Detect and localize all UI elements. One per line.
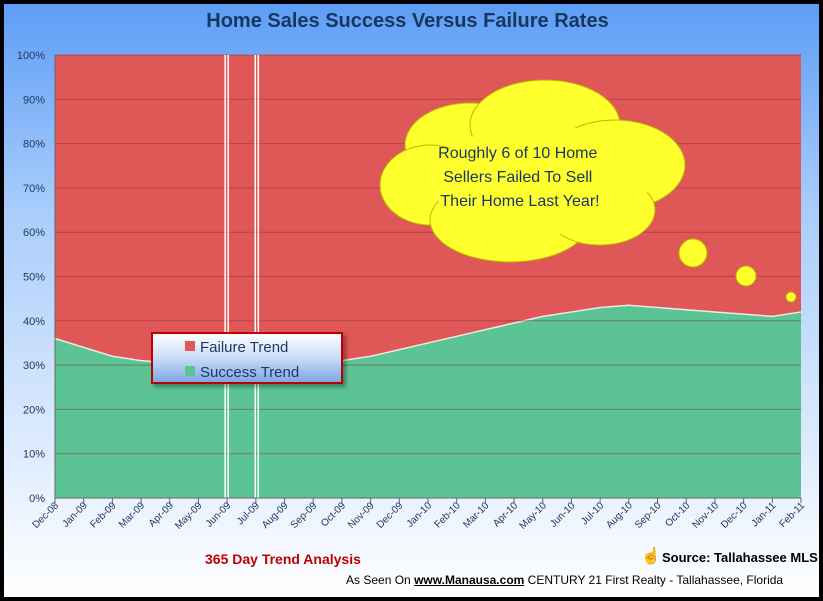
x-tick-label: Oct-09 bbox=[319, 500, 348, 529]
x-tick-label: Mar-10 bbox=[461, 500, 491, 530]
x-tick-label: Nov-10 bbox=[690, 500, 721, 531]
footer-suffix: CENTURY 21 First Realty - Tallahassee, F… bbox=[527, 573, 784, 587]
x-tick-label: Nov-09 bbox=[346, 500, 377, 531]
legend-item-failure: Failure Trend bbox=[185, 339, 288, 356]
callout-line-3: Their Home Last Year! bbox=[440, 193, 599, 210]
y-tick-label: 20% bbox=[23, 404, 45, 416]
x-tick-label: Dec-09 bbox=[375, 500, 406, 531]
legend-label-failure: Failure Trend bbox=[200, 339, 288, 356]
x-tick-label: Jun-10 bbox=[548, 500, 578, 530]
y-axis: 0% 10% 20% 30% 40% 50% 60% 70% 80% 90% 100% bbox=[17, 50, 56, 505]
x-tick-label: Jan-09 bbox=[60, 500, 90, 530]
y-tick-label: 30% bbox=[23, 360, 45, 372]
x-tick-label: Sep-10 bbox=[633, 500, 664, 531]
x-tick-label: Sep-09 bbox=[289, 500, 320, 531]
chart-title: Home Sales Success Versus Failure Rates bbox=[206, 10, 609, 32]
x-tick-label: Jun-09 bbox=[204, 500, 234, 530]
legend-item-success: Success Trend bbox=[185, 364, 299, 381]
y-tick-label: 60% bbox=[23, 227, 45, 239]
y-tick-label: 50% bbox=[23, 272, 45, 284]
callout-line-1: Roughly 6 of 10 Home bbox=[438, 145, 597, 162]
y-tick-label: 90% bbox=[23, 94, 45, 106]
svg-text:Roughly 6 of 10 Home Sel: Roughly 6 of 10 Home Sellers Failed To S… bbox=[438, 145, 602, 210]
x-tick-label: Apr-09 bbox=[147, 500, 176, 529]
y-tick-label: 40% bbox=[23, 316, 45, 328]
x-tick-label: Jul-09 bbox=[235, 500, 262, 527]
legend: Failure Trend Success Trend bbox=[151, 332, 343, 384]
x-tick-label: May-09 bbox=[173, 500, 205, 532]
source-label: Source: Tallahassee MLS bbox=[662, 550, 818, 565]
x-tick-label: Feb-11 bbox=[777, 500, 807, 530]
chart-svg: 0% 10% 20% 30% 40% 50% 60% 70% 80% 90% 100% Dec-08… bbox=[17, 50, 808, 532]
callout-line-2: Sellers Failed To Sell bbox=[443, 169, 592, 186]
x-tick-label: Mar-09 bbox=[117, 500, 147, 530]
chart-subtitle: 365 Day Trend Analysis bbox=[205, 551, 361, 567]
hand-pointer-icon: ☝ bbox=[641, 548, 661, 565]
success-trend-area bbox=[55, 305, 801, 498]
y-tick-label: 0% bbox=[29, 493, 45, 505]
footer-link[interactable]: www.Manausa.com bbox=[414, 573, 525, 587]
y-tick-label: 10% bbox=[23, 449, 45, 461]
x-tick-label: Aug-10 bbox=[604, 500, 635, 531]
x-tick-label: Jan-11 bbox=[750, 500, 779, 529]
callout-cloud: Roughly 6 of 10 Home Sellers Failed To S… bbox=[379, 79, 797, 303]
x-tick-label: Jul-10 bbox=[579, 500, 606, 527]
x-tick-label: Dec-10 bbox=[719, 500, 750, 531]
x-tick-label: Apr-10 bbox=[491, 500, 520, 529]
legend-swatch-success bbox=[185, 366, 195, 376]
x-tick-label: Feb-09 bbox=[88, 500, 118, 530]
x-tick-label: May-10 bbox=[518, 500, 550, 532]
x-tick-label: Oct-10 bbox=[663, 500, 692, 529]
legend-swatch-failure bbox=[185, 341, 195, 351]
x-tick-label: Aug-09 bbox=[260, 500, 291, 531]
x-tick-label: Jan-10 bbox=[405, 500, 435, 530]
footer: As Seen On www.Manausa.com CENTURY 21 Fi… bbox=[346, 573, 783, 587]
y-tick-label: 80% bbox=[23, 139, 45, 151]
x-tick-label: Feb-10 bbox=[433, 500, 463, 530]
footer-prefix: As Seen On bbox=[346, 573, 411, 587]
legend-label-success: Success Trend bbox=[200, 364, 299, 381]
y-tick-label: 70% bbox=[23, 183, 45, 195]
y-tick-label: 100% bbox=[17, 50, 45, 62]
